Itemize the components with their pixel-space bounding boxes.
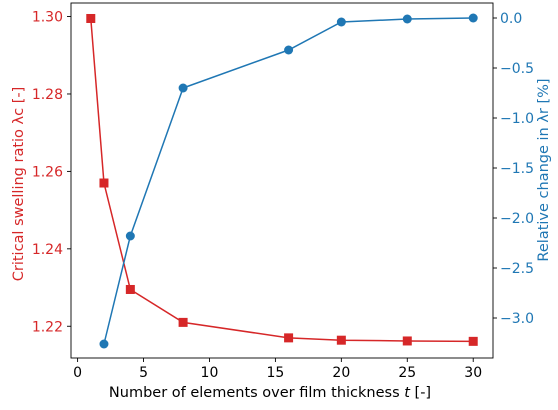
data-point-left — [336, 335, 346, 345]
x-axis-label: Number of elements over film thickness t… — [109, 385, 431, 401]
y-axis-left-label: Critical swelling ratio λc [-] — [11, 87, 27, 282]
series-line-right — [103, 17, 474, 345]
y-right-tick-label: −1.5 — [500, 161, 534, 177]
x-tick-label: 20 — [332, 365, 350, 381]
x-tick-label: 5 — [139, 365, 148, 381]
y-axis-right-label: Relative change in λr [%] — [536, 78, 552, 261]
x-axis: 0 5 10 15 20 25 30 — [73, 358, 482, 381]
x-tick-label: 0 — [73, 365, 82, 381]
chart-marks — [86, 13, 478, 349]
y-left-tick-label: 1.26 — [32, 164, 63, 180]
data-point-right — [336, 17, 346, 27]
y-left-tick-label: 1.22 — [32, 319, 63, 335]
y-right-tick-label: −1.0 — [500, 111, 534, 127]
y-left-tick-label: 1.30 — [32, 10, 63, 26]
data-point-right — [125, 231, 135, 241]
x-tick-label: 30 — [464, 365, 482, 381]
x-tick-label: 10 — [201, 365, 219, 381]
data-point-left — [125, 284, 135, 294]
y-axis-left: 1.22 1.24 1.26 1.28 1.30 — [32, 10, 71, 335]
y-axis-right: 0.0 −0.5 −1.0 −1.5 −2.0 −2.5 −3.0 — [493, 11, 534, 327]
x-tick-label: 15 — [266, 365, 284, 381]
y-right-tick-label: −2.0 — [500, 211, 534, 227]
data-point-left — [284, 333, 294, 343]
y-right-tick-label: 0.0 — [500, 11, 522, 27]
data-point-left — [99, 178, 109, 188]
x-tick-label: 25 — [398, 365, 416, 381]
y-right-tick-label: −3.0 — [500, 311, 534, 327]
y-right-tick-label: −0.5 — [500, 61, 534, 77]
data-point-right — [402, 14, 412, 24]
y-left-tick-label: 1.24 — [32, 242, 63, 258]
data-point-right — [468, 13, 478, 23]
data-point-left — [86, 13, 96, 23]
data-point-left — [178, 317, 188, 327]
y-right-tick-label: −2.5 — [500, 261, 534, 277]
data-point-left — [402, 336, 412, 346]
data-point-left — [468, 336, 478, 346]
data-point-right — [284, 45, 294, 55]
data-point-right — [178, 83, 188, 93]
series-line-left — [90, 18, 474, 343]
plot-frame — [70, 2, 494, 359]
y-left-tick-label: 1.28 — [32, 87, 63, 103]
data-point-right — [99, 339, 109, 349]
